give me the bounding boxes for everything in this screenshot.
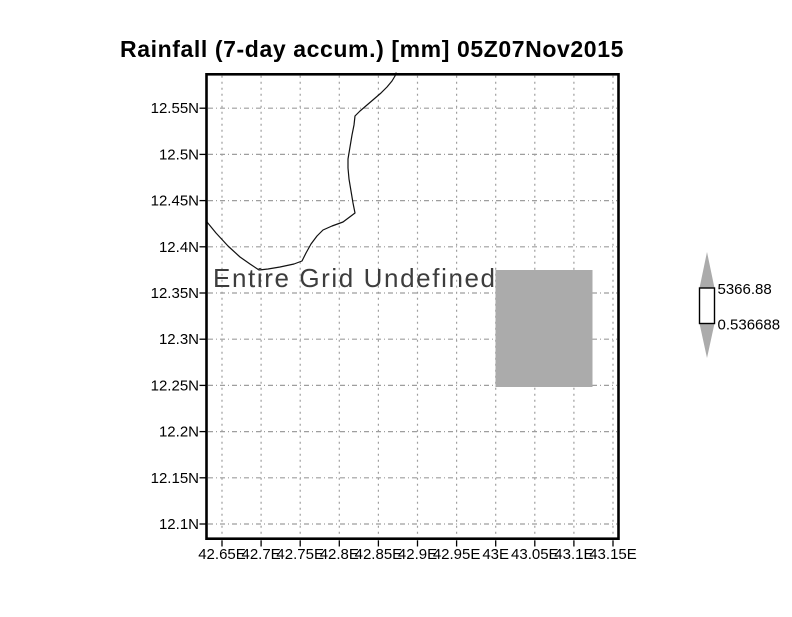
y-tick-label: 12.4N (159, 239, 199, 256)
y-tick-label: 12.35N (151, 285, 199, 302)
x-tick-label: 43E (482, 546, 509, 563)
x-tick-label: 42.8E (320, 546, 359, 563)
y-tick-label: 12.5N (159, 146, 199, 163)
y-tick-label: 12.45N (151, 193, 199, 210)
colorbar-max-label: 5366.88 (718, 281, 772, 298)
y-tick-label: 12.25N (151, 377, 199, 394)
colorbar-min-label: 0.536688 (718, 317, 781, 334)
plot-title: Rainfall (7-day accum.) [mm] 05Z07Nov201… (120, 36, 624, 62)
plot-frame (205, 73, 620, 540)
colorbar-box (698, 287, 716, 325)
colorbar-upper-arrow (699, 252, 715, 288)
x-tick-label: 43.15E (589, 546, 637, 563)
undefined-region (495, 270, 593, 387)
y-tick-label: 12.1N (159, 516, 199, 533)
x-tick-label: 42.9E (398, 546, 437, 563)
x-tick-label: 42.85E (355, 546, 403, 563)
y-tick-label: 12.2N (159, 424, 199, 441)
x-tick-label: 43.1E (554, 546, 593, 563)
grid-undefined-message: Entire Grid Undefined (213, 263, 497, 293)
coastline (206, 72, 397, 271)
x-tick-label: 42.7E (241, 546, 280, 563)
y-tick-label: 12.3N (159, 331, 199, 348)
x-tick-label: 42.75E (276, 546, 324, 563)
colorbar-lower-arrow (699, 323, 715, 358)
x-tick-label: 42.65E (198, 546, 246, 563)
x-tick-label: 43.05E (511, 546, 559, 563)
x-tick-label: 42.95E (433, 546, 481, 563)
y-tick-label: 12.55N (151, 100, 199, 117)
y-tick-label: 12.15N (151, 470, 199, 487)
